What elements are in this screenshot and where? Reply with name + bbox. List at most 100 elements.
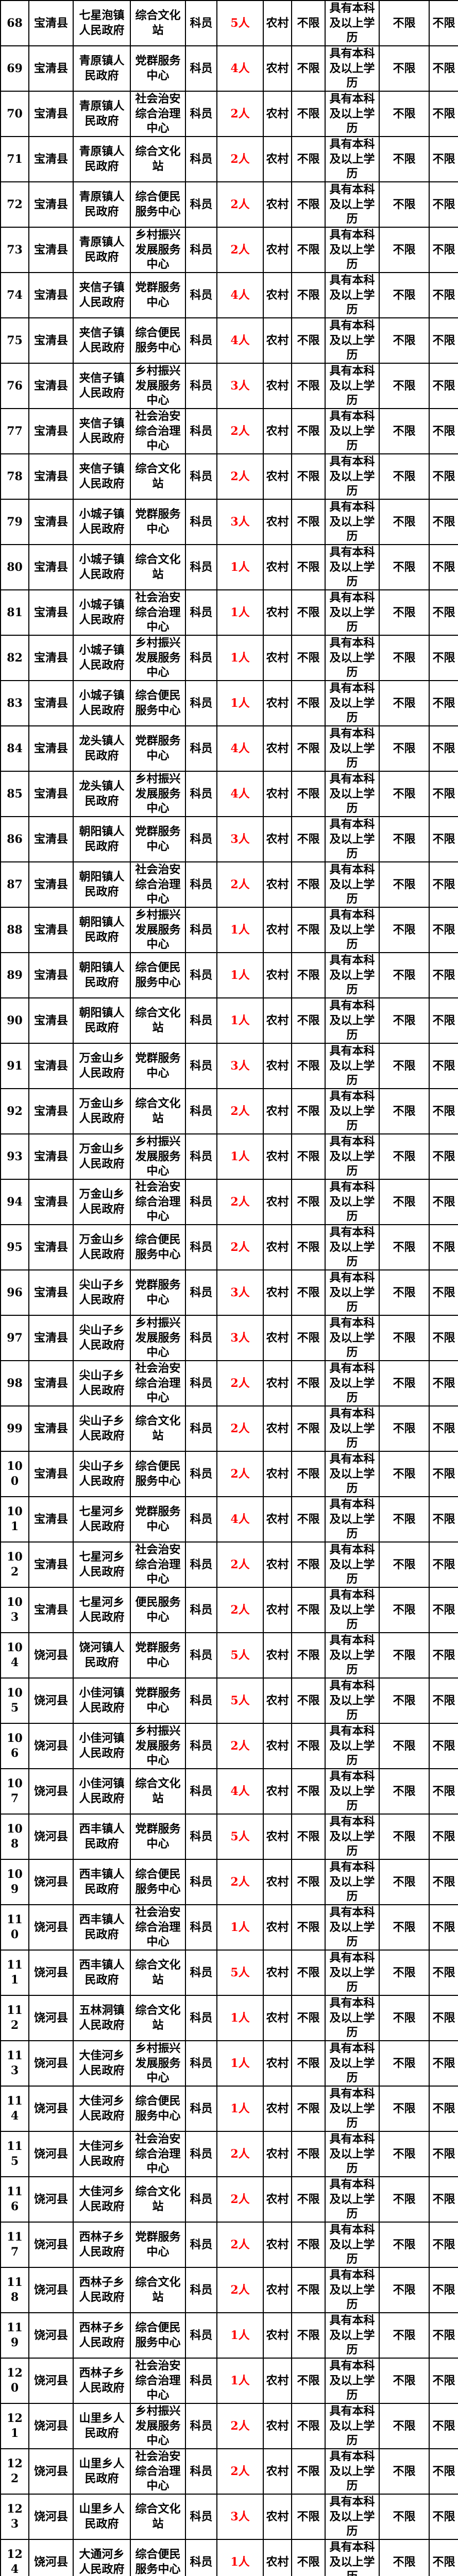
table-row: 123 饶河县 山里乡人民政府 综合文化站 科员 3人 农村 不限 具有本科及以上学历 不限 不限 xyxy=(0,2494,458,2540)
cell-limit-2: 不限 xyxy=(379,1451,430,1497)
cell-department: 乡村振兴发展服务中心 xyxy=(130,227,186,273)
cell-headcount: 2人 xyxy=(216,91,264,137)
cell-department: 党群服务中心 xyxy=(130,1043,186,1089)
cell-county: 宝清县 xyxy=(28,1405,74,1452)
cell-headcount: 2人 xyxy=(216,2267,264,2313)
cell-limit-2: 不限 xyxy=(379,2358,430,2404)
table-row: 83 宝清县 小城子镇人民政府 综合便民服务中心 科员 1人 农村 不限 具有本科及以上学历 不限… xyxy=(0,680,458,726)
cell-unit: 西林子乡人民政府 xyxy=(73,2222,131,2268)
cell-limit-3: 不限 xyxy=(429,91,458,137)
cell-department: 综合文化站 xyxy=(130,0,186,46)
cell-category: 农村 xyxy=(263,1814,292,1860)
cell-department: 综合便民服务中心 xyxy=(130,2086,186,2132)
cell-position: 科员 xyxy=(185,816,217,862)
table-row: 98 宝清县 尖山子乡人民政府 社会治安综合治理中心 科员 2人 农村 不限 具有本科及以上学历… xyxy=(0,1360,458,1406)
cell-limit-2: 不限 xyxy=(379,544,430,590)
cell-serial: 68 xyxy=(0,0,29,46)
cell-education: 具有本科及以上学历 xyxy=(325,816,380,862)
cell-education: 具有本科及以上学历 xyxy=(325,725,380,772)
cell-position: 科员 xyxy=(185,725,217,772)
cell-position: 科员 xyxy=(185,1995,217,2041)
cell-position: 科员 xyxy=(185,952,217,998)
cell-position: 科员 xyxy=(185,1269,217,1316)
cell-serial: 75 xyxy=(0,317,29,364)
cell-limit-3: 不限 xyxy=(429,2086,458,2132)
cell-category: 农村 xyxy=(263,499,292,545)
cell-unit: 西林子乡人民政府 xyxy=(73,2312,131,2359)
table-row: 69 宝清县 青原镇人民政府 党群服务中心 科员 4人 农村 不限 具有本科及以上学历 不限 不限 xyxy=(0,45,458,92)
cell-limit-3: 不限 xyxy=(429,2448,458,2495)
cell-education: 具有本科及以上学历 xyxy=(325,2539,380,2576)
table-row: 82 宝清县 小城子镇人民政府 乡村振兴发展服务中心 科员 1人 农村 不限 具有本科及以上学历… xyxy=(0,635,458,681)
table-row: 120 饶河县 西林子乡人民政府 社会治安综合治理中心 科员 1人 农村 不限 具有本科及以上学… xyxy=(0,2358,458,2404)
cell-education: 具有本科及以上学历 xyxy=(325,1269,380,1316)
cell-position: 科员 xyxy=(185,2176,217,2223)
cell-education: 具有本科及以上学历 xyxy=(325,2312,380,2359)
cell-headcount: 2人 xyxy=(216,227,264,273)
cell-limit-3: 不限 xyxy=(429,2312,458,2359)
cell-department: 党群服务中心 xyxy=(130,1814,186,1860)
cell-headcount: 2人 xyxy=(216,1405,264,1452)
cell-unit: 朝阳镇人民政府 xyxy=(73,816,131,862)
cell-serial: 84 xyxy=(0,725,29,772)
cell-county: 饶河县 xyxy=(28,2403,74,2449)
cell-position: 科员 xyxy=(185,499,217,545)
cell-limit-2: 不限 xyxy=(379,1405,430,1452)
cell-headcount: 2人 xyxy=(216,1179,264,1225)
cell-category: 农村 xyxy=(263,363,292,409)
cell-limit-2: 不限 xyxy=(379,499,430,545)
cell-category: 农村 xyxy=(263,1088,292,1134)
cell-position: 科员 xyxy=(185,771,217,817)
cell-serial: 116 xyxy=(0,2176,29,2223)
cell-limit-1: 不限 xyxy=(291,771,326,817)
cell-limit-2: 不限 xyxy=(379,997,430,1044)
cell-serial: 70 xyxy=(0,91,29,137)
table-row: 117 饶河县 西林子乡人民政府 党群服务中心 科员 2人 农村 不限 具有本科及以上学历 不限不… xyxy=(0,2222,458,2268)
cell-limit-3: 不限 xyxy=(429,1451,458,1497)
cell-education: 具有本科及以上学历 xyxy=(325,771,380,817)
table-row: 112 饶河县 五林洞镇人民政府 综合文化站 科员 1人 农村 不限 具有本科及以上学历 不限 不限 xyxy=(0,1995,458,2041)
cell-category: 农村 xyxy=(263,997,292,1044)
table-row: 99 宝清县 尖山子乡人民政府 综合文化站 科员 2人 农村 不限 具有本科及以上学历 不限 不限 xyxy=(0,1405,458,1452)
cell-limit-1: 不限 xyxy=(291,1088,326,1134)
cell-unit: 夹信子镇人民政府 xyxy=(73,317,131,364)
cell-limit-3: 不限 xyxy=(429,2222,458,2268)
cell-department: 综合文化站 xyxy=(130,1405,186,1452)
cell-position: 科员 xyxy=(185,1859,217,1905)
cell-limit-1: 不限 xyxy=(291,408,326,454)
cell-headcount: 4人 xyxy=(216,1496,264,1543)
cell-category: 农村 xyxy=(263,2312,292,2359)
cell-serial: 72 xyxy=(0,181,29,228)
cell-limit-2: 不限 xyxy=(379,1587,430,1633)
cell-headcount: 1人 xyxy=(216,2312,264,2359)
cell-limit-2: 不限 xyxy=(379,1995,430,2041)
table-row: 81 宝清县 小城子镇人民政府 社会治安综合治理中心 科员 1人 农村 不限 具有本科及以上学历… xyxy=(0,589,458,636)
cell-serial: 94 xyxy=(0,1179,29,1225)
cell-headcount: 2人 xyxy=(216,181,264,228)
cell-serial: 124 xyxy=(0,2539,29,2576)
table-row: 95 宝清县 万金山乡人民政府 综合便民服务中心 科员 2人 农村 不限 具有本科及以上学历 不限… xyxy=(0,1224,458,1270)
cell-serial: 106 xyxy=(0,1723,29,1769)
cell-position: 科员 xyxy=(185,1950,217,1996)
cell-department: 综合便民服务中心 xyxy=(130,181,186,228)
cell-category: 农村 xyxy=(263,1133,292,1180)
cell-county: 宝清县 xyxy=(28,1043,74,1089)
cell-department: 社会治安综合治理中心 xyxy=(130,1541,186,1588)
cell-headcount: 5人 xyxy=(216,1677,264,1724)
table-row: 85 宝清县 龙头镇人民政府 乡村振兴发展服务中心 科员 4人 农村 不限 具有本科及以上学历不… xyxy=(0,771,458,817)
cell-headcount: 2人 xyxy=(216,1541,264,1588)
cell-county: 宝清县 xyxy=(28,363,74,409)
cell-headcount: 5人 xyxy=(216,1632,264,1679)
cell-headcount: 2人 xyxy=(216,1224,264,1270)
cell-limit-3: 不限 xyxy=(429,1587,458,1633)
table-row: 93 宝清县 万金山乡人民政府 乡村振兴发展服务中心 科员 1人 农村 不限 具有本科及以上学历… xyxy=(0,1133,458,1180)
cell-serial: 108 xyxy=(0,1814,29,1860)
cell-limit-2: 不限 xyxy=(379,272,430,318)
cell-county: 饶河县 xyxy=(28,1904,74,1951)
cell-unit: 夹信子镇人民政府 xyxy=(73,408,131,454)
cell-county: 宝清县 xyxy=(28,499,74,545)
cell-department: 乡村振兴发展服务中心 xyxy=(130,1723,186,1769)
cell-county: 宝清县 xyxy=(28,408,74,454)
cell-serial: 111 xyxy=(0,1950,29,1996)
